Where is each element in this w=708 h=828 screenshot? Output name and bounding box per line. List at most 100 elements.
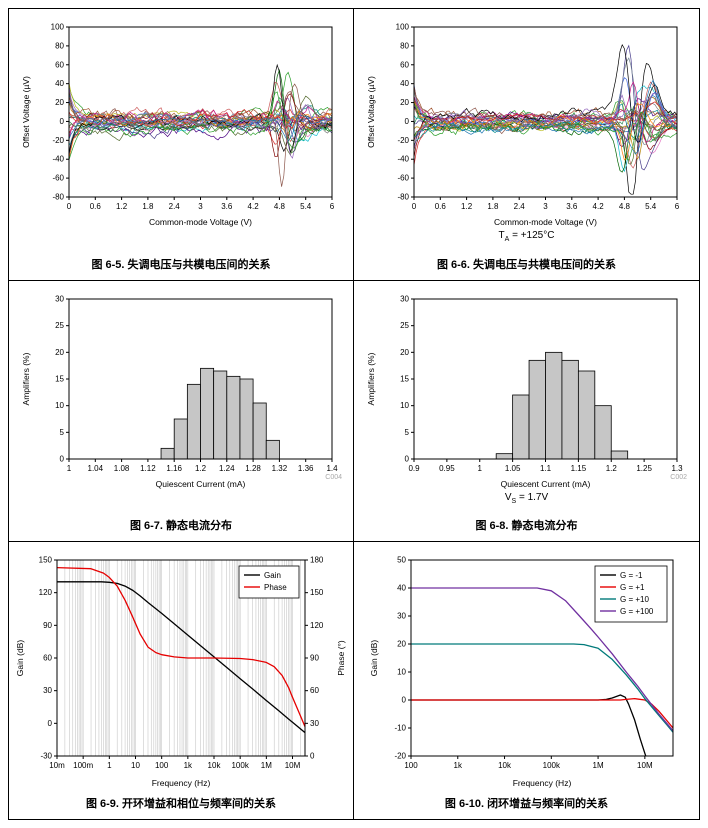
svg-text:Quiescent Current (mA): Quiescent Current (mA)	[155, 479, 245, 489]
svg-text:10: 10	[400, 401, 409, 410]
svg-text:150: 150	[39, 556, 53, 565]
test-condition-note: TA = +125°C	[499, 230, 555, 243]
svg-text:150: 150	[310, 588, 324, 597]
svg-text:1.12: 1.12	[140, 464, 156, 473]
svg-text:1.16: 1.16	[166, 464, 182, 473]
condition-subscript: S	[511, 498, 517, 505]
svg-text:-40: -40	[52, 155, 64, 164]
figure-caption: 图 6-10. 闭环增益与频率间的关系	[444, 798, 609, 810]
svg-text:40: 40	[55, 79, 64, 88]
svg-text:20: 20	[55, 348, 64, 357]
svg-text:Gain (dB): Gain (dB)	[15, 640, 25, 677]
svg-text:10k: 10k	[208, 761, 222, 770]
svg-text:2.4: 2.4	[514, 202, 526, 211]
svg-text:4.2: 4.2	[247, 202, 259, 211]
svg-text:3.6: 3.6	[566, 202, 578, 211]
svg-text:Common-mode Voltage (V): Common-mode Voltage (V)	[494, 217, 597, 227]
svg-text:G = +100: G = +100	[620, 607, 654, 616]
svg-text:0: 0	[48, 719, 53, 728]
svg-text:40: 40	[400, 79, 409, 88]
svg-text:5: 5	[59, 428, 64, 437]
svg-text:0.9: 0.9	[408, 464, 420, 473]
svg-text:80: 80	[400, 41, 409, 50]
svg-text:100: 100	[155, 761, 169, 770]
svg-text:1.36: 1.36	[297, 464, 313, 473]
svg-text:15: 15	[400, 375, 409, 384]
condition-symbol: V	[504, 492, 512, 503]
svg-text:Amplifiers (%): Amplifiers (%)	[21, 352, 31, 405]
svg-text:Gain (dB): Gain (dB)	[369, 640, 379, 677]
svg-text:100k: 100k	[231, 761, 249, 770]
svg-text:-20: -20	[394, 752, 406, 761]
closed-loop-gain-chart: 100 1k 10k 100k 1M 10M -20 -10 0 10 20 30 40 50 Freque…	[369, 556, 673, 788]
svg-text:60: 60	[310, 686, 319, 695]
figure-cell-6-10: 100 1k 10k 100k 1M 10M -20 -10 0 10 20 30 40 50 Freque…	[354, 542, 699, 819]
svg-text:90: 90	[43, 621, 52, 630]
svg-text:C004: C004	[325, 474, 342, 481]
figure-cell-6-7: 1 1.04 1.08 1.12 1.16 1.2 1.24 1.28 1.32 1.36 1.4 0…	[9, 281, 354, 542]
svg-text:4.2: 4.2	[593, 202, 605, 211]
condition-value: = +125°C	[509, 230, 555, 241]
svg-text:1: 1	[107, 761, 112, 770]
svg-text:G = -1: G = -1	[620, 571, 643, 580]
figure-caption: 图 6-6. 失调电压与共模电压间的关系	[436, 259, 617, 271]
svg-text:0: 0	[405, 117, 410, 126]
svg-text:1k: 1k	[184, 761, 193, 770]
svg-text:1.15: 1.15	[571, 464, 587, 473]
svg-text:10: 10	[131, 761, 140, 770]
svg-text:100: 100	[50, 23, 64, 32]
svg-text:1.1: 1.1	[540, 464, 552, 473]
offset-voltage-vs-vcm-125c-chart: 0 0.6 1.2 1.8 2.4 3 3.6 4.2 4.8 5.4 6 -80 -60 -40 -20 0…	[366, 23, 680, 228]
condition-subscript: A	[504, 236, 510, 243]
figure-cell-6-8: 0.9 0.95 1 1.05 1.1 1.15 1.2 1.25 1.3 0 5 10 15 20 25 3…	[354, 281, 699, 542]
svg-text:20: 20	[400, 98, 409, 107]
svg-text:Phase: Phase	[264, 583, 287, 592]
svg-text:-80: -80	[52, 193, 64, 202]
svg-text:20: 20	[397, 640, 406, 649]
svg-text:0: 0	[401, 696, 406, 705]
svg-text:3: 3	[543, 202, 548, 211]
svg-text:0: 0	[59, 455, 64, 464]
quiescent-current-histogram-2: 0.9 0.95 1 1.05 1.1 1.15 1.2 1.25 1.3 0 5 10 15 20 25 3…	[366, 295, 687, 490]
figure-cell-6-5: 0 0.6 1.2 1.8 2.4 3 3.6 4.2 4.8 5.4 6 -80 -60 -40 -20 0…	[9, 9, 354, 281]
svg-text:Gain: Gain	[264, 571, 281, 580]
svg-text:180: 180	[310, 556, 324, 565]
svg-text:Quiescent Current (mA): Quiescent Current (mA)	[501, 479, 591, 489]
svg-text:30: 30	[310, 719, 319, 728]
svg-text:100k: 100k	[542, 761, 560, 770]
svg-text:90: 90	[310, 654, 319, 663]
svg-text:6: 6	[675, 202, 680, 211]
svg-text:C002: C002	[670, 474, 687, 481]
svg-text:10m: 10m	[49, 761, 65, 770]
svg-text:-60: -60	[52, 174, 64, 183]
svg-text:20: 20	[55, 98, 64, 107]
svg-text:-20: -20	[52, 136, 64, 145]
svg-text:5.4: 5.4	[645, 202, 657, 211]
svg-text:20: 20	[400, 348, 409, 357]
svg-text:120: 120	[310, 621, 324, 630]
svg-text:Frequency (Hz): Frequency (Hz)	[152, 778, 211, 788]
svg-text:5.4: 5.4	[300, 202, 312, 211]
svg-text:60: 60	[55, 60, 64, 69]
svg-text:1.08: 1.08	[113, 464, 129, 473]
svg-text:1.04: 1.04	[87, 464, 103, 473]
svg-text:25: 25	[55, 321, 64, 330]
svg-text:1k: 1k	[453, 761, 462, 770]
figure-caption: 图 6-5. 失调电压与共模电压间的关系	[91, 259, 271, 271]
svg-text:1.05: 1.05	[505, 464, 521, 473]
svg-text:3.6: 3.6	[221, 202, 233, 211]
svg-text:1M: 1M	[592, 761, 603, 770]
svg-text:G = +10: G = +10	[620, 595, 649, 604]
svg-text:1.8: 1.8	[487, 202, 499, 211]
svg-text:10: 10	[397, 668, 406, 677]
figure-caption: 图 6-7. 静态电流分布	[129, 520, 233, 532]
figure-caption: 图 6-9. 开环增益和相位与频率间的关系	[85, 798, 277, 810]
svg-text:0.6: 0.6	[89, 202, 101, 211]
figure-cell-6-9: 10m 100m 1 10 100 1k 10k 100k 1M 10M -30 0 30 60 90 120…	[9, 542, 354, 819]
svg-text:1.4: 1.4	[326, 464, 338, 473]
svg-text:0: 0	[66, 202, 71, 211]
svg-text:25: 25	[400, 321, 409, 330]
svg-text:1.24: 1.24	[219, 464, 235, 473]
svg-text:1.2: 1.2	[606, 464, 618, 473]
